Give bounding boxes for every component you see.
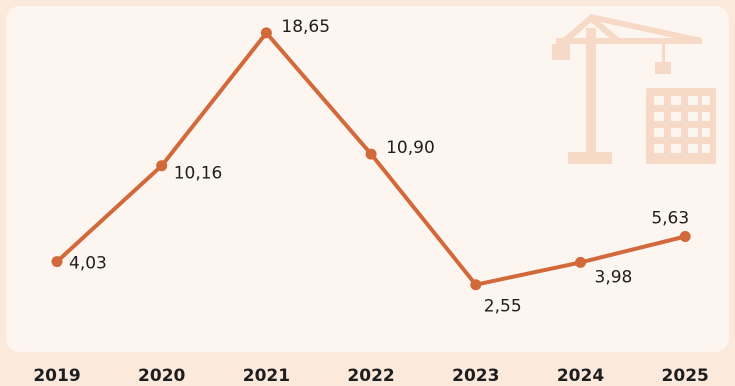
x-tick-2022: 2022 (347, 366, 394, 386)
data-label-2021: 18,65 (281, 17, 330, 37)
data-points (51, 27, 691, 291)
data-point-2025 (679, 231, 691, 243)
x-tick-2019: 2019 (33, 366, 80, 386)
x-tick-2020: 2020 (138, 366, 185, 386)
data-point-2019 (51, 256, 63, 268)
data-label-2022: 10,90 (386, 138, 435, 158)
data-point-2023 (470, 279, 482, 291)
data-label-2023: 2,55 (484, 297, 522, 317)
data-point-2021 (260, 27, 272, 39)
data-point-2020 (156, 160, 168, 172)
x-axis-ticks: 2019 2020 2021 2022 2023 2024 2025 (33, 366, 709, 386)
data-label-2025: 5,63 (651, 209, 689, 229)
data-label-2024: 3,98 (595, 267, 633, 287)
building-windows (654, 96, 710, 153)
x-tick-2023: 2023 (452, 366, 499, 386)
data-labels: 4,03 10,16 18,65 10,90 2,55 3,98 5,63 (69, 17, 689, 317)
chart-panel (6, 6, 729, 352)
construction-crane-building-icon (552, 14, 716, 164)
data-label-2020: 10,16 (174, 164, 223, 184)
x-tick-2025: 2025 (662, 366, 709, 386)
x-tick-2024: 2024 (557, 366, 604, 386)
data-point-2024 (575, 256, 586, 268)
x-tick-2021: 2021 (243, 366, 290, 386)
data-label-2019: 4,03 (69, 254, 107, 274)
data-point-2022 (365, 148, 377, 160)
